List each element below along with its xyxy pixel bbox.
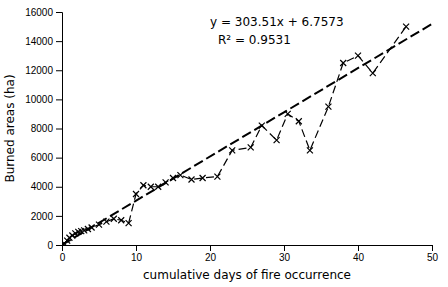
tick-label: 8000 xyxy=(31,123,54,134)
tick: 2000 xyxy=(31,211,62,222)
marker xyxy=(403,24,409,30)
tick: 4000 xyxy=(31,181,62,192)
tick: 10000 xyxy=(25,94,62,105)
tick-label: 40 xyxy=(353,252,365,263)
tick-mark xyxy=(284,245,285,251)
marker xyxy=(274,137,280,143)
tick-label: 4000 xyxy=(31,181,54,192)
tick-mark xyxy=(56,41,62,42)
axis-line xyxy=(56,13,63,246)
tick: 6000 xyxy=(31,152,62,163)
marker xyxy=(307,147,313,153)
tick-label: 0 xyxy=(47,240,53,251)
plot: 0 10 20 30 40 50 0 2000 4000 6000 8000 10000 12000 14… xyxy=(25,7,438,263)
tick: 40 xyxy=(353,245,365,263)
tick: 12000 xyxy=(25,65,62,76)
marker xyxy=(248,144,254,150)
marker xyxy=(89,225,95,231)
marker xyxy=(229,147,235,153)
tick-label: 16000 xyxy=(25,7,53,18)
tick: 30 xyxy=(279,245,291,263)
marker xyxy=(340,60,346,66)
marker xyxy=(118,217,124,223)
marker xyxy=(177,172,183,178)
marker xyxy=(133,191,139,197)
marker xyxy=(214,174,220,180)
series-line xyxy=(64,27,406,244)
tick: 10 xyxy=(131,245,143,263)
tick-mark xyxy=(210,245,211,251)
marker xyxy=(259,123,265,129)
marks xyxy=(62,24,432,245)
marker xyxy=(163,179,169,185)
tick-label: 6000 xyxy=(31,152,54,163)
marker xyxy=(155,184,161,190)
tick-mark xyxy=(358,245,359,251)
x-axis-label: cumulative days of fire occurrence xyxy=(143,268,351,282)
marker xyxy=(170,175,176,181)
tick-label: 20 xyxy=(205,252,217,263)
marker xyxy=(148,184,154,190)
y-axis: 0 2000 4000 6000 8000 10000 12000 14000 16000 xyxy=(25,7,62,251)
tick: 50 xyxy=(427,245,439,263)
annotation: R² = 0.9531 xyxy=(218,33,291,47)
tick-label: 2000 xyxy=(31,211,54,222)
marker xyxy=(285,111,291,117)
tick-mark xyxy=(136,245,137,251)
tick: 8000 xyxy=(31,123,62,134)
series-line xyxy=(62,24,432,245)
tick-label: 14000 xyxy=(25,36,53,47)
marker xyxy=(370,70,376,76)
tick-label: 10 xyxy=(131,252,143,263)
tick: 14000 xyxy=(25,36,62,47)
marker xyxy=(103,219,109,225)
marker xyxy=(325,104,331,110)
tick: 0 xyxy=(47,240,62,251)
tick: 20 xyxy=(205,245,217,263)
tick-mark xyxy=(56,216,62,217)
marker xyxy=(296,118,302,124)
tick-mark xyxy=(56,158,62,159)
y-axis-label: Burned areas (ha) xyxy=(3,74,17,182)
chart: 0 10 20 30 40 50 0 2000 4000 6000 8000 10000 12000 14… xyxy=(0,0,448,287)
tick-mark xyxy=(56,129,62,130)
tick-mark xyxy=(56,245,62,246)
tick: 16000 xyxy=(25,7,62,18)
tick-label: 12000 xyxy=(25,65,53,76)
tick: 0 xyxy=(60,245,66,263)
tick-label: 10000 xyxy=(25,94,53,105)
marker xyxy=(126,220,132,226)
tick-label: 50 xyxy=(427,252,439,263)
annotation: y = 303.51x + 6.7573 xyxy=(210,15,344,29)
axis-line xyxy=(63,246,433,252)
tick-mark xyxy=(56,70,62,71)
marker xyxy=(111,216,117,222)
marker xyxy=(189,176,195,182)
marker xyxy=(355,53,361,59)
tick-mark xyxy=(56,187,62,188)
tick-mark xyxy=(56,12,62,13)
tick-label: 30 xyxy=(279,252,291,263)
tick-mark xyxy=(432,245,433,251)
marker xyxy=(200,175,206,181)
marker xyxy=(140,182,146,188)
tick-label: 0 xyxy=(60,252,66,263)
x-axis: 0 10 20 30 40 50 xyxy=(60,245,439,263)
marker xyxy=(96,222,102,228)
tick-mark xyxy=(56,99,62,100)
